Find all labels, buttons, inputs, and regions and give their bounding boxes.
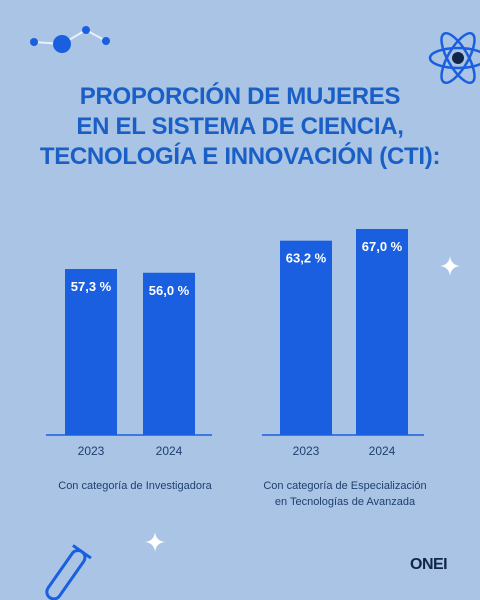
- atom-icon: [428, 31, 480, 85]
- bar-2024: [356, 229, 408, 435]
- title-line: EN EL SISTEMA DE CIENCIA,: [76, 113, 404, 140]
- title-line: TECNOLOGÍA E INNOVACIÓN (CTI):: [39, 143, 441, 170]
- x-tick-label: 2023: [78, 444, 105, 458]
- bar-value-label: 67,0 %: [362, 239, 403, 254]
- x-tick-label: 2024: [156, 444, 183, 458]
- chart-caption-especializacion: Con categoría de Especialización en Tecn…: [250, 478, 440, 510]
- bar-value-label: 56,0 %: [149, 283, 190, 298]
- caption-line: en Tecnologías de Avanzada: [274, 496, 416, 508]
- title-line: PROPORCIÓN DE MUJERES: [79, 83, 401, 110]
- sparkle-icon: [145, 532, 165, 552]
- bar-2024: [143, 272, 195, 435]
- x-tick-label: 2024: [369, 444, 396, 458]
- bar-value-label: 57,3 %: [71, 279, 112, 294]
- test-tube-icon: [45, 544, 92, 600]
- onei-logo: ONEI: [410, 556, 448, 573]
- bar-value-label: 63,2 %: [286, 251, 327, 266]
- bar-2023: [280, 240, 332, 435]
- molecule-icon: [30, 26, 110, 53]
- caption-line: Con categoría de Especialización: [263, 480, 427, 492]
- page-title: PROPORCIÓN DE MUJERES EN EL SISTEMA DE C…: [0, 82, 480, 172]
- sparkle-icon: [440, 256, 460, 276]
- bar-2023: [65, 269, 117, 435]
- chart-caption-investigadora: Con categoría de Investigadora: [58, 480, 212, 492]
- x-tick-label: 2023: [293, 444, 320, 458]
